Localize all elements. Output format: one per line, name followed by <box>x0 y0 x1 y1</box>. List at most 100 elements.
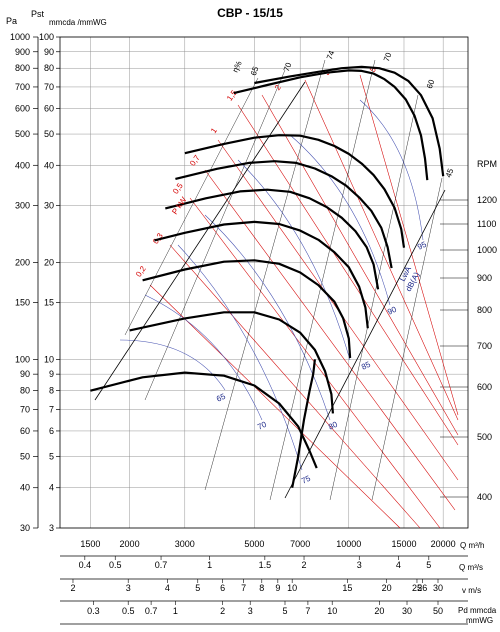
efficiency-label: 70 <box>382 51 394 63</box>
efficiency-line <box>204 59 326 491</box>
chart-title: CBP - 15/15 <box>217 6 283 20</box>
scale-tick-label: 1 <box>207 560 212 570</box>
scale-tick-label: 25 <box>412 583 422 593</box>
power-label: 5 <box>368 65 378 74</box>
scale-tick-label: 6 <box>220 583 225 593</box>
rpm-label: RPM <box>477 159 497 169</box>
flow-tick-label: 10000 <box>336 539 361 549</box>
fan-curve-400 <box>291 359 316 488</box>
right-boundary-line <box>284 189 446 499</box>
flow-tick-label: 5000 <box>244 539 264 549</box>
noise-line <box>204 214 331 421</box>
efficiency-label: 45 <box>444 167 456 179</box>
scale-tick-label: 7 <box>241 583 246 593</box>
flow-tick-label: 15000 <box>391 539 416 549</box>
pa-tick-label: 100 <box>15 354 30 364</box>
fan-curve-900 <box>165 188 380 290</box>
scale-tick-label: 4 <box>165 583 170 593</box>
efficiency-label: 65 <box>249 65 261 77</box>
power-label: 1 <box>209 126 219 135</box>
scale-tick-label: 0.7 <box>145 606 158 616</box>
flow-axis-label: Q m³/h <box>460 541 484 550</box>
mm-tick-label: 30 <box>44 201 54 211</box>
scale-tick-label: 30 <box>433 583 443 593</box>
mm-tick-label: 70 <box>44 82 54 92</box>
scale-tick-label: 2 <box>70 583 75 593</box>
flow-tick-label: 20000 <box>431 539 456 549</box>
noise-line <box>144 294 263 421</box>
mm-tick-label: 3 <box>49 523 54 533</box>
noise-label: 75 <box>300 474 312 486</box>
fan-curve-800 <box>154 220 369 329</box>
rpm-tick-label: 400 <box>477 492 492 502</box>
noise-line <box>359 99 424 241</box>
rpm-tick-label: 700 <box>477 341 492 351</box>
rpm-tick-label: 600 <box>477 382 492 392</box>
scale-tick-label: 26 <box>417 583 427 593</box>
fan-curve-500 <box>90 371 318 469</box>
efficiency-label: 60 <box>425 78 437 90</box>
scale-tick-label: 0.5 <box>109 560 122 570</box>
pa-tick-label: 300 <box>15 201 30 211</box>
scale-tick-label: 10 <box>327 606 337 616</box>
mm-tick-label: 50 <box>44 129 54 139</box>
pa-tick-label: 90 <box>20 369 30 379</box>
rpm-tick-label: 1000 <box>477 245 497 255</box>
scale-tick-label: 1.5 <box>259 560 272 570</box>
pa-tick-label: 400 <box>15 160 30 170</box>
scale-tick-label: 2 <box>220 606 225 616</box>
scale-tick-label: 5 <box>282 606 287 616</box>
fan-curve-700 <box>142 259 352 359</box>
noise-line <box>237 159 351 361</box>
efficiency-lines: 65 70 74 70 60 45 <box>124 49 456 501</box>
scale-tick-label: 0.5 <box>122 606 135 616</box>
flow-tick-label: 1500 <box>80 539 100 549</box>
mm-tick-label: 7 <box>49 404 54 414</box>
pa-tick-label: 50 <box>20 451 30 461</box>
pd-axis-label-2: mmWG <box>466 616 493 625</box>
pa-label: Pa <box>6 16 17 26</box>
mmwg-label: mmcda /mmWG <box>49 18 107 27</box>
noise-line <box>177 244 303 471</box>
rpm-tick-label: 1100 <box>477 219 496 229</box>
noise-label: 95 <box>416 240 428 252</box>
mm-tick-label: 6 <box>49 426 54 436</box>
scale-tick-label: 7 <box>305 606 310 616</box>
scale-tick-label: 3 <box>126 583 131 593</box>
flow-tick-label: 3000 <box>175 539 195 549</box>
mm-tick-label: 8 <box>49 386 54 396</box>
fan-curve-1300 <box>254 65 445 177</box>
power-label: 2 <box>273 83 283 92</box>
efficiency-line <box>371 177 443 501</box>
scale-tick-label: 10 <box>287 583 297 593</box>
scale-tick-label: 15 <box>342 583 352 593</box>
pa-tick-label: 500 <box>15 129 30 139</box>
noise-label: 85 <box>360 360 372 372</box>
scale-tick-label: 9 <box>275 583 280 593</box>
fan-curve-1200 <box>233 69 429 181</box>
mm-tick-label: 100 <box>39 32 54 42</box>
scale-tick-label: 20 <box>374 606 384 616</box>
plot-frame <box>59 36 469 529</box>
scale-tick-label: 1 <box>173 606 178 616</box>
scale-tick-label: 3 <box>248 606 253 616</box>
efficiency-label: 74 <box>325 49 337 61</box>
v-axis-label: v m/s <box>462 586 481 595</box>
scale-tick-label: 20 <box>382 583 392 593</box>
noise-label: 70 <box>256 420 268 432</box>
scale-tick-label: 50 <box>433 606 443 616</box>
efficiency-label: 70 <box>282 61 294 73</box>
left-boundary-line <box>94 81 306 401</box>
pa-tick-label: 600 <box>15 104 30 114</box>
mm-tick-label: 15 <box>44 298 54 308</box>
mm-tick-label: 90 <box>44 47 54 57</box>
noise-line <box>289 134 391 306</box>
scale-tick-label: 0.4 <box>79 560 92 570</box>
pa-tick-label: 40 <box>20 483 30 493</box>
mm-tick-label: 5 <box>49 451 54 461</box>
fan-curve-600 <box>129 311 334 414</box>
power-line <box>261 94 459 436</box>
scale-tick-label: 5 <box>195 583 200 593</box>
mm-tick-label: 9 <box>49 369 54 379</box>
